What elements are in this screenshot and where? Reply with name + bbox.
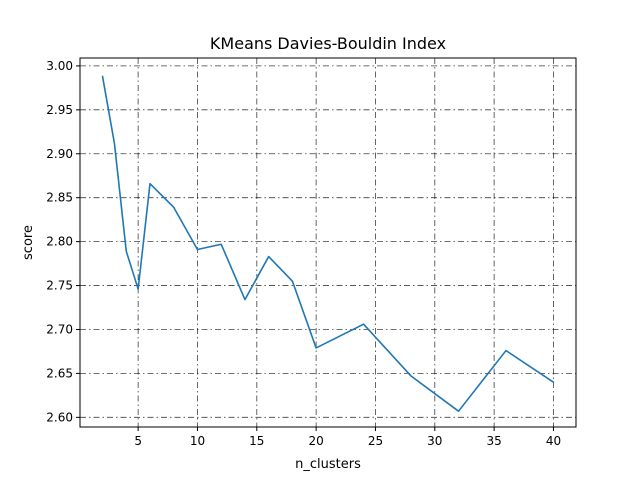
x-tick-label: 30 [427,434,442,448]
series-line [101,75,555,412]
y-tick-label: 2.75 [46,279,73,293]
y-tick-label: 2.65 [46,366,73,380]
x-axis-label: n_clusters [295,457,361,472]
x-tick-label: 20 [308,434,323,448]
y-tick-label: 2.85 [46,191,73,205]
grid [80,58,576,427]
y-axis-label: score [21,225,36,260]
x-tick-label: 10 [190,434,205,448]
plot-frame [79,57,577,428]
axis-ticks: 5 10 15 20 25 30 35 40 2.60 2.65 2.70 2.75 2.80 2.85 2… [46,59,561,448]
chart-title: KMeans Davies-Bouldin Index [210,34,446,53]
y-tick-label: 3.00 [46,59,73,73]
y-tick-label: 2.80 [46,235,73,249]
y-tick-label: 2.70 [46,322,73,336]
x-tick-label: 25 [368,434,383,448]
x-tick-label: 5 [134,434,142,448]
x-tick-label: 40 [546,434,561,448]
y-tick-label: 2.95 [46,103,73,117]
x-tick-label: 15 [249,434,264,448]
series [101,75,555,412]
y-tick-label: 2.60 [46,410,73,424]
x-tick-label: 35 [486,434,501,448]
y-tick-label: 2.90 [46,147,73,161]
